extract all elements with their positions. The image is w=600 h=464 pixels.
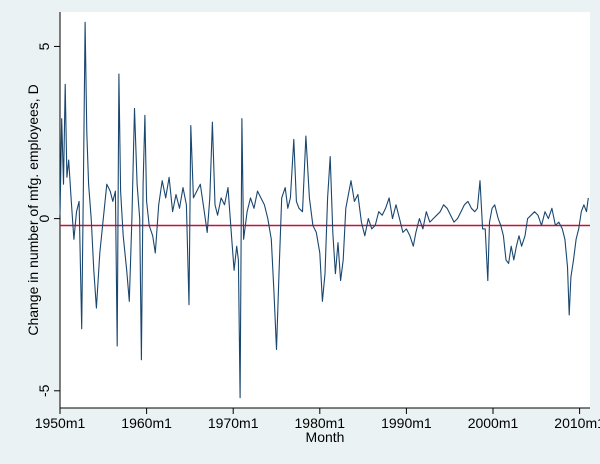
series-line (59, 21, 589, 399)
y-tick-label: 0 (36, 215, 52, 223)
x-tick-label: 1980m1 (295, 415, 346, 431)
x-tick-label: 2000m1 (468, 415, 519, 431)
x-tick-label: 1990m1 (381, 415, 432, 431)
x-axis-ticks: 1950m1 1960m1 1970m1 1980m1 1990m1 2000m1 2010… (35, 408, 600, 431)
y-tick-label: 5 (36, 42, 52, 50)
x-tick-label: 1950m1 (35, 415, 86, 431)
x-tick-label: 2010m1 (554, 415, 600, 431)
x-tick-label: 1970m1 (208, 415, 259, 431)
y-axis-title: Change in number of mfg. employees, D (25, 84, 41, 335)
plot-area (60, 12, 590, 408)
y-tick-label: -5 (36, 384, 52, 397)
x-axis-title: Month (306, 429, 345, 445)
y-axis-ticks: 5 0 -5 (36, 42, 60, 397)
x-tick-label: 1960m1 (121, 415, 172, 431)
